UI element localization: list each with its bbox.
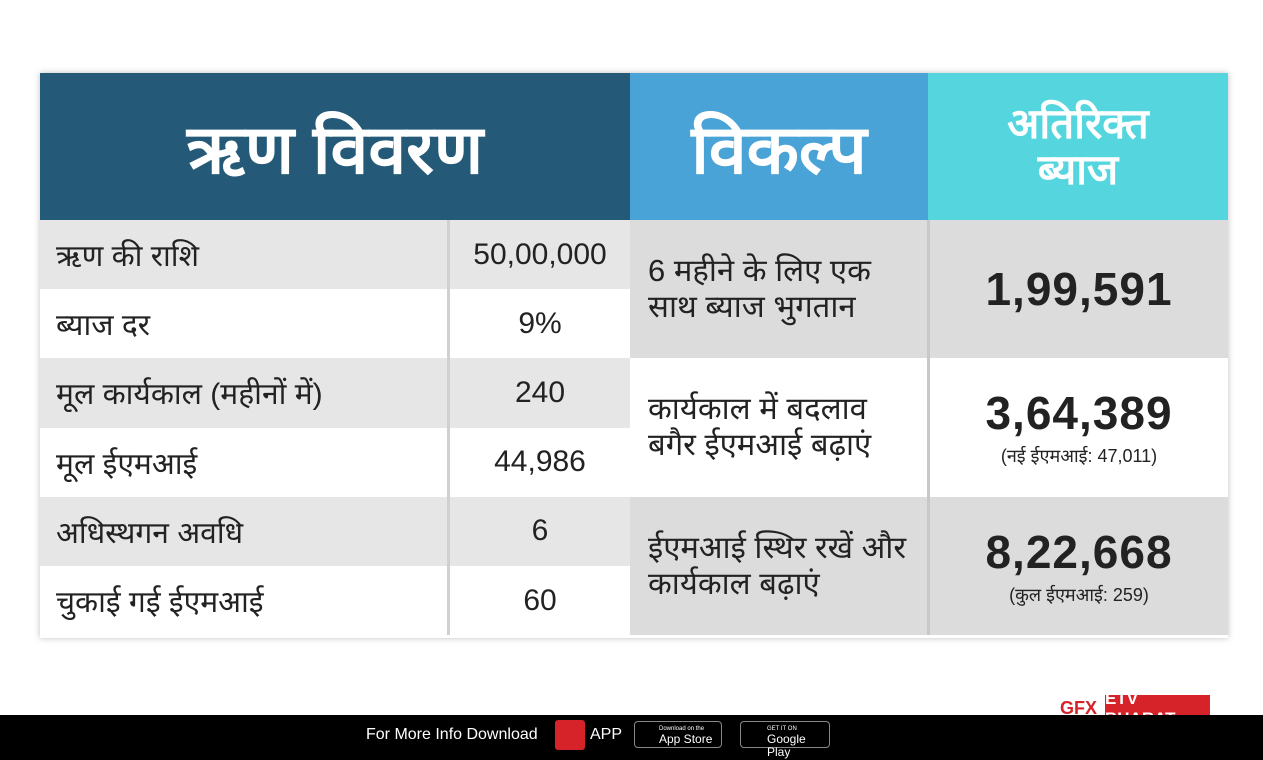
header-extra-interest: अतिरिक्त ब्याज	[928, 73, 1228, 220]
row-value: 50,00,000	[450, 220, 630, 290]
badge-small: GET IT ON	[767, 726, 797, 732]
option-text: ईएमआई स्थिर रखें और कार्यकाल बढ़ाएं	[630, 496, 928, 635]
google-play-badge[interactable]: GET IT ON Google Play	[740, 721, 830, 759]
row-label: चुकाई गई ईएमआई	[40, 566, 448, 636]
app-text: APP	[590, 726, 623, 743]
column-divider	[447, 220, 450, 635]
row-label: अधिस्थगन अवधि	[40, 496, 448, 566]
interest-note: (कुल ईएमआई: 259)	[1009, 584, 1149, 605]
option-text: 6 महीने के लिए एक साथ ब्याज भुगतान	[630, 220, 928, 359]
row-value: 240	[450, 358, 630, 428]
row-value: 6	[450, 496, 630, 566]
interest-note: (नई ईएमआई: 47,011)	[1000, 446, 1158, 467]
row-value: 60	[450, 566, 630, 636]
badge-main: Google Play	[767, 732, 806, 759]
interest-value: 8,22,668	[985, 525, 1173, 578]
row-value: 9%	[450, 289, 630, 359]
extra-interest: 8,22,668 (कुल ईएमआई: 259)	[930, 496, 1228, 635]
row-label: ऋण की राशि	[40, 220, 448, 290]
footer-text: For More Info Download	[366, 726, 538, 743]
interest-value: 1,99,591	[985, 263, 1173, 316]
app-logo	[555, 720, 585, 750]
row-label: मूल ईएमआई	[40, 427, 448, 497]
interest-value: 3,64,389	[985, 387, 1173, 440]
badge-small: Download on the	[659, 726, 705, 732]
left-title: ऋण विवरण	[40, 73, 630, 220]
column-divider	[927, 220, 930, 635]
header-option: विकल्प	[630, 73, 928, 220]
app-store-badge[interactable]: Download on the App Store	[634, 721, 722, 748]
row-label: मूल कार्यकाल (महीनों में)	[40, 358, 448, 428]
extra-interest: 1,99,591	[930, 220, 1228, 359]
footer-bar	[0, 715, 1263, 760]
extra-interest: 3,64,389 (नई ईएमआई: 47,011)	[930, 358, 1228, 497]
row-label: ब्याज दर	[40, 289, 448, 359]
row-value: 44,986	[450, 427, 630, 497]
badge-main: App Store	[659, 732, 713, 746]
option-text: कार्यकाल में बदलाव बगैर ईएमआई बढ़ाएं	[630, 358, 928, 497]
